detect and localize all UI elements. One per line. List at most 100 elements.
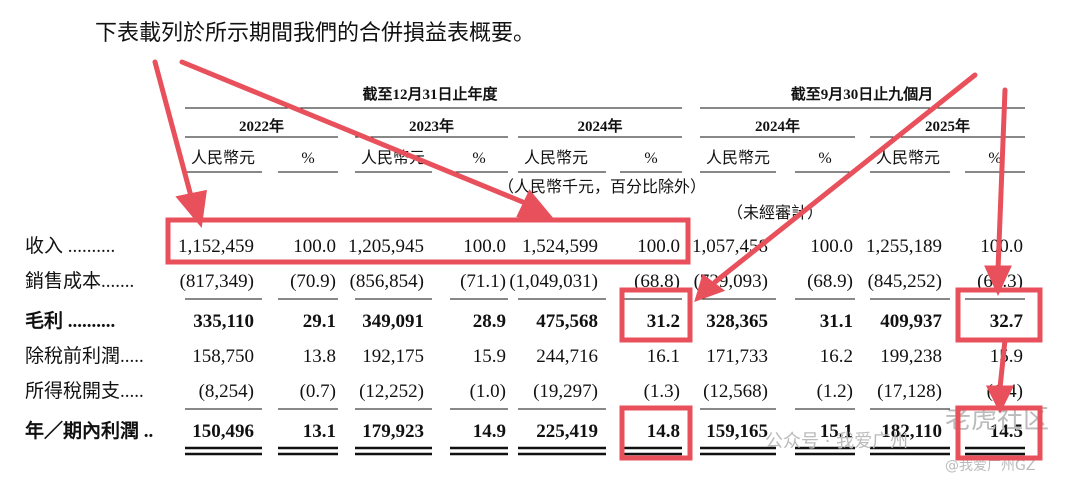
unit-header: % — [988, 150, 1001, 167]
unit-header: 人民幣元 — [191, 149, 255, 167]
arrow — [997, 337, 1008, 391]
table-cell: 1,255,189 — [866, 236, 942, 257]
table-cell: (1,049,031) — [509, 271, 598, 292]
table-cell: (70.9) — [290, 271, 336, 292]
table-cell: 29.1 — [303, 311, 336, 332]
table-cell: (817,349) — [180, 271, 254, 292]
table-cell: 15.9 — [990, 346, 1023, 367]
watermark-text: @我爱广州GZ — [945, 458, 1035, 474]
arrow — [712, 72, 978, 285]
table-cell: 171,733 — [706, 346, 768, 367]
highlight-box — [619, 405, 693, 461]
table-cell: 158,750 — [192, 346, 254, 367]
table-cell: 182,110 — [881, 421, 942, 442]
table-cell: 328,365 — [706, 311, 768, 332]
table-cell: 179,923 — [362, 421, 424, 442]
row-label: 銷售成本....... — [25, 270, 134, 292]
arrow-head — [175, 189, 207, 228]
row-label: 毛利 .......... — [25, 310, 115, 332]
table-cell: 409,937 — [880, 311, 942, 332]
table-cell: 335,110 — [193, 311, 254, 332]
table-cell: (68.9) — [807, 271, 853, 292]
table-cell: 13.1 — [303, 421, 336, 442]
table-cell: 100.0 — [637, 236, 680, 257]
unit-header: 人民幣元 — [706, 149, 770, 167]
table-cell: 100.0 — [463, 236, 506, 257]
table-cell: 15.1 — [820, 421, 853, 442]
arrow — [995, 87, 1008, 273]
arrow-head — [985, 385, 1015, 414]
table-cell: 14.9 — [473, 421, 506, 442]
table-cell: 244,716 — [536, 346, 598, 367]
table-cell: 150,496 — [192, 421, 254, 442]
unit-header: % — [301, 150, 314, 167]
arrows — [152, 59, 1015, 414]
arrow — [152, 59, 195, 203]
arrow-head — [516, 189, 556, 222]
table-cell: 1,152,459 — [178, 236, 254, 257]
year-header: 2022年 — [239, 117, 284, 135]
unit-header: 人民幣元 — [876, 149, 940, 167]
table-cell: 100.0 — [980, 236, 1023, 257]
table-cell: 192,175 — [362, 346, 424, 367]
watermark-text: 公众号 · 我爱广州 — [765, 431, 908, 452]
year-header: 2024年 — [755, 117, 800, 135]
table-cell: 31.1 — [820, 311, 853, 332]
table-cell: 100.0 — [293, 236, 336, 257]
unit-header: % — [818, 150, 831, 167]
table-cell: 14.8 — [647, 421, 680, 442]
arrow-head — [984, 265, 1012, 297]
unit-header: % — [644, 150, 657, 167]
table-cell: 13.8 — [303, 346, 336, 367]
intro-text: 下表載列於所示期間我們的合併損益表概要。 — [95, 20, 535, 45]
table-cell: 475,568 — [536, 311, 598, 332]
table-cell: (12,568) — [703, 381, 768, 402]
table-cell: (845,252) — [868, 271, 942, 292]
table-cell: (1.3) — [644, 381, 680, 402]
table-cell: (19,297) — [533, 381, 598, 402]
table-cell: (12,252) — [359, 381, 424, 402]
group-header: 截至9月30日止九個月 — [791, 85, 934, 103]
arrow-head — [694, 273, 726, 303]
table-cell: 28.9 — [473, 311, 506, 332]
table-cell: 225,419 — [536, 421, 598, 442]
unit-note: （人民幣千元，百分比除外） — [498, 178, 706, 196]
highlight-box — [619, 287, 693, 343]
year-header: 2023年 — [409, 117, 454, 135]
table-cell: 31.2 — [647, 311, 680, 332]
table-cell: 16.2 — [820, 346, 853, 367]
group-header: 截至12月31日止年度 — [362, 85, 498, 103]
table-cell: (1.2) — [817, 381, 853, 402]
table-cell: 100.0 — [810, 236, 853, 257]
year-header: 2024年 — [577, 117, 622, 135]
table-cell: 199,238 — [880, 346, 942, 367]
annotations — [165, 217, 1043, 461]
year-header: 2025年 — [925, 117, 970, 135]
table-cell: 159,165 — [706, 421, 768, 442]
table-cell: 15.9 — [473, 346, 506, 367]
table-cell: 1,524,599 — [522, 236, 598, 257]
table-cell: (8,254) — [199, 381, 254, 402]
table-cell: 1,205,945 — [348, 236, 424, 257]
table-cell: (0.7) — [300, 381, 336, 402]
row-label: 收入 .......... — [25, 235, 115, 257]
table-cell: (856,854) — [350, 271, 424, 292]
table-cell: (68.8) — [634, 271, 680, 292]
row-label: 所得稅開支..... — [25, 380, 144, 402]
table-cell: 16.1 — [647, 346, 680, 367]
unit-header: 人民幣元 — [524, 149, 588, 167]
table-cell: 349,091 — [362, 311, 424, 332]
highlight-box — [165, 217, 691, 265]
table-cell: (17,128) — [877, 381, 942, 402]
table-cell: 32.7 — [990, 311, 1024, 332]
table-cell: 14.5 — [990, 421, 1023, 442]
arrow — [179, 59, 533, 208]
table-cell: (1.0) — [470, 381, 506, 402]
row-label: 除稅前利潤..... — [25, 345, 144, 367]
row-label: 年／期內利潤 .. — [25, 419, 153, 442]
table-cell: (71.1) — [460, 271, 506, 292]
unit-header: % — [472, 150, 485, 167]
